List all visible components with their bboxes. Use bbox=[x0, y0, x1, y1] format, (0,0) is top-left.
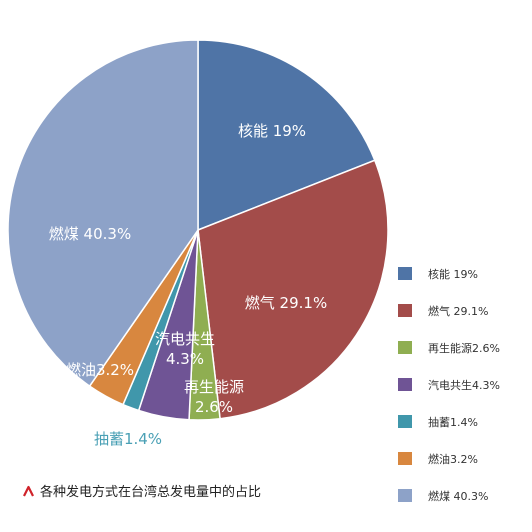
legend-label-核能: 核能 19% bbox=[428, 267, 478, 281]
legend-swatch-再生能源 bbox=[398, 341, 412, 354]
pie-slice-燃气 bbox=[197, 159, 389, 420]
slice-label-抽蓄: 抽蓄1.4% bbox=[94, 430, 162, 448]
legend-item-再生能源: 再生能源2.6% bbox=[398, 341, 500, 355]
legend-item-抽蓄: 抽蓄1.4% bbox=[398, 415, 478, 429]
legend-swatch-燃煤 bbox=[398, 489, 412, 502]
pie-slice-燃煤 bbox=[7, 39, 199, 388]
legend-label-再生能源: 再生能源2.6% bbox=[428, 341, 500, 355]
slice-label-燃煤: 燃煤 40.3% bbox=[49, 225, 131, 243]
chart-caption: 各种发电方式在台湾总发电量中的占比 bbox=[40, 484, 261, 500]
pie-slices bbox=[7, 39, 389, 421]
caption-marker-icon bbox=[23, 485, 34, 497]
legend-item-汽电共生: 汽电共生4.3% bbox=[398, 378, 500, 392]
pie-slice-labels: 核能 19% 燃气 29.1% 再生能源 2.6% 汽电共生 4.3% 抽蓄1.4% 燃油3.… bbox=[49, 122, 327, 448]
legend-label-燃煤: 燃煤 40.3% bbox=[428, 489, 488, 503]
slice-label-汽电共生: 汽电共生 4.3% bbox=[155, 330, 215, 368]
legend-item-核能: 核能 19% bbox=[398, 267, 478, 281]
legend-label-汽电共生: 汽电共生4.3% bbox=[428, 378, 500, 392]
legend-swatch-核能 bbox=[398, 267, 412, 280]
caption: 各种发电方式在台湾总发电量中的占比 bbox=[23, 484, 261, 500]
legend: 核能 19% 燃气 29.1% 再生能源2.6% 汽电共生4.3% 抽蓄1.4% 燃油3.… bbox=[398, 267, 500, 503]
slice-label-再生能源: 再生能源 2.6% bbox=[184, 378, 244, 416]
pie-slice-核能 bbox=[197, 39, 376, 232]
legend-swatch-抽蓄 bbox=[398, 415, 412, 428]
legend-label-抽蓄: 抽蓄1.4% bbox=[428, 415, 478, 429]
legend-label-燃油: 燃油3.2% bbox=[428, 452, 478, 466]
legend-item-燃气: 燃气 29.1% bbox=[398, 304, 488, 318]
slice-label-燃油: 燃油3.2% bbox=[66, 361, 134, 379]
legend-item-燃油: 燃油3.2% bbox=[398, 452, 478, 466]
legend-label-燃气: 燃气 29.1% bbox=[428, 304, 488, 318]
legend-swatch-燃气 bbox=[398, 304, 412, 317]
legend-swatch-汽电共生 bbox=[398, 378, 412, 391]
slice-label-核能: 核能 19% bbox=[238, 122, 306, 140]
legend-swatch-燃油 bbox=[398, 452, 412, 465]
slice-label-燃气: 燃气 29.1% bbox=[245, 294, 327, 312]
legend-item-燃煤: 燃煤 40.3% bbox=[398, 489, 488, 503]
